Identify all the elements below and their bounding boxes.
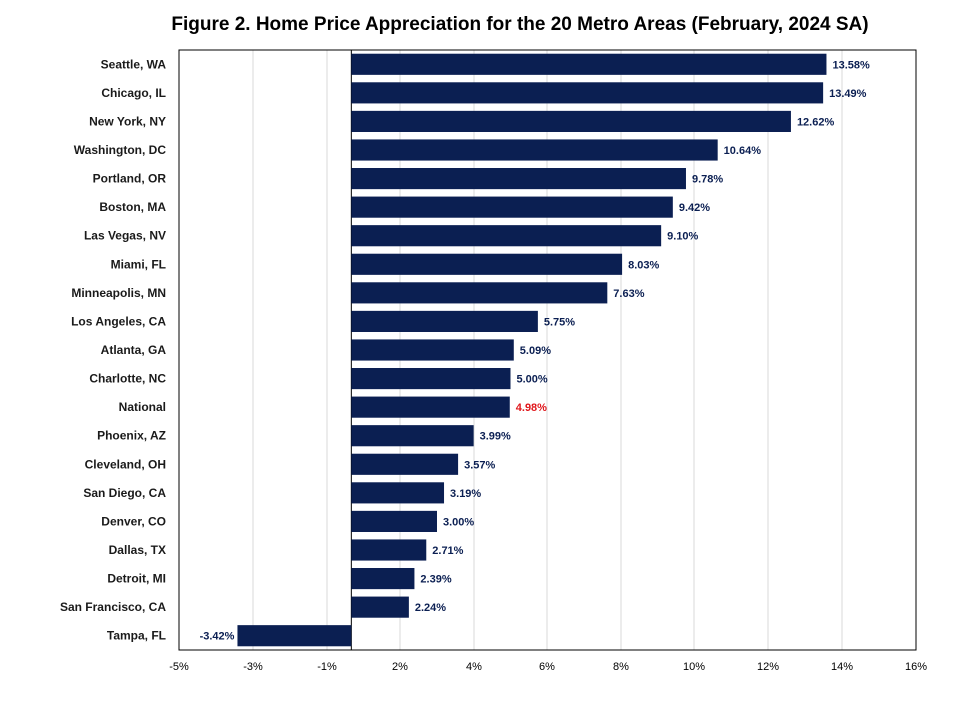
- bar: [351, 310, 538, 332]
- bar: [351, 82, 824, 104]
- category-label: Washington, DC: [74, 143, 167, 157]
- x-tick-label: -1%: [317, 661, 337, 673]
- x-tick-label: 12%: [757, 661, 779, 673]
- category-label: Las Vegas, NV: [84, 229, 166, 243]
- bar: [351, 396, 510, 418]
- data-label: 2.39%: [420, 574, 451, 586]
- data-label: 7.63%: [613, 288, 644, 300]
- category-label: Atlanta, GA: [101, 343, 167, 357]
- bars: [237, 53, 827, 647]
- data-label: 13.58%: [832, 59, 870, 71]
- x-tick-label: 16%: [905, 661, 927, 673]
- x-tick-label: 4%: [466, 661, 482, 673]
- bar: [351, 168, 686, 190]
- data-label: 4.98%: [516, 402, 547, 414]
- category-label: Boston, MA: [99, 200, 166, 214]
- category-label: Phoenix, AZ: [97, 429, 166, 443]
- data-label: 5.09%: [520, 345, 551, 357]
- category-label: Denver, CO: [101, 514, 166, 528]
- bar: [351, 253, 623, 275]
- category-label: Seattle, WA: [101, 57, 167, 71]
- bar: [351, 596, 409, 618]
- data-label: 5.00%: [517, 374, 548, 386]
- plot-area-frame: [178, 49, 917, 651]
- data-label: 2.71%: [432, 545, 463, 557]
- bar: [351, 110, 791, 132]
- category-label: National: [119, 400, 166, 414]
- category-label: Chicago, IL: [101, 86, 166, 100]
- data-label: -3.42%: [200, 631, 235, 643]
- data-label: 10.64%: [724, 145, 762, 157]
- x-tick-label: 8%: [613, 661, 629, 673]
- category-label: Charlotte, NC: [89, 372, 166, 386]
- x-tick-label: 2%: [392, 661, 408, 673]
- value-labels: 13.58% 13.49% 12.62% 10.64% 9.78% 9.42% 9.10% 8…: [200, 59, 870, 642]
- category-label: San Diego, CA: [83, 486, 166, 500]
- data-label: 5.75%: [544, 316, 575, 328]
- bar: [351, 282, 608, 304]
- bar: [351, 539, 427, 561]
- x-tick-label: -3%: [243, 661, 263, 673]
- bar: [351, 510, 437, 532]
- bar: [351, 482, 445, 504]
- x-tick-label: 10%: [683, 661, 705, 673]
- x-tick-label: -5%: [169, 661, 189, 673]
- bar: [237, 625, 352, 647]
- bar: [351, 425, 474, 447]
- data-label: 9.78%: [692, 174, 723, 186]
- category-label: Cleveland, OH: [85, 457, 166, 471]
- data-label: 3.19%: [450, 488, 481, 500]
- data-label: 9.42%: [679, 202, 710, 214]
- bar: [351, 139, 718, 161]
- data-label: 13.49%: [829, 88, 867, 100]
- data-label: 9.10%: [667, 231, 698, 243]
- category-label: Dallas, TX: [109, 543, 166, 557]
- category-label: Miami, FL: [111, 257, 166, 271]
- category-label: Detroit, MI: [107, 572, 166, 586]
- chart-title: Figure 2. Home Price Appreciation for th…: [171, 14, 869, 35]
- category-label: San Francisco, CA: [60, 600, 166, 614]
- category-label: Los Angeles, CA: [71, 314, 166, 328]
- bar: [351, 53, 827, 75]
- category-label: New York, NY: [89, 114, 166, 128]
- data-label: 12.62%: [797, 116, 835, 128]
- data-label: 8.03%: [628, 259, 659, 271]
- x-tick-label: 14%: [831, 661, 853, 673]
- data-label: 3.99%: [480, 431, 511, 443]
- category-label: Minneapolis, MN: [71, 286, 166, 300]
- bar: [351, 196, 673, 218]
- data-label: 3.00%: [443, 516, 474, 528]
- category-labels: Seattle, WA Chicago, IL New York, NY Washin…: [60, 57, 166, 642]
- category-label: Tampa, FL: [107, 629, 166, 643]
- x-tick-labels: -5% -3% -1% 2% 4% 6% 8% 10% 12% 14% 16%: [169, 661, 927, 673]
- bar: [351, 368, 511, 390]
- bar: [351, 568, 415, 590]
- data-label: 2.24%: [415, 602, 446, 614]
- bar: [351, 339, 514, 361]
- bar: [351, 453, 459, 475]
- category-label: Portland, OR: [93, 172, 167, 186]
- data-label: 3.57%: [464, 459, 495, 471]
- bar: [351, 225, 662, 247]
- x-tick-label: 6%: [539, 661, 555, 673]
